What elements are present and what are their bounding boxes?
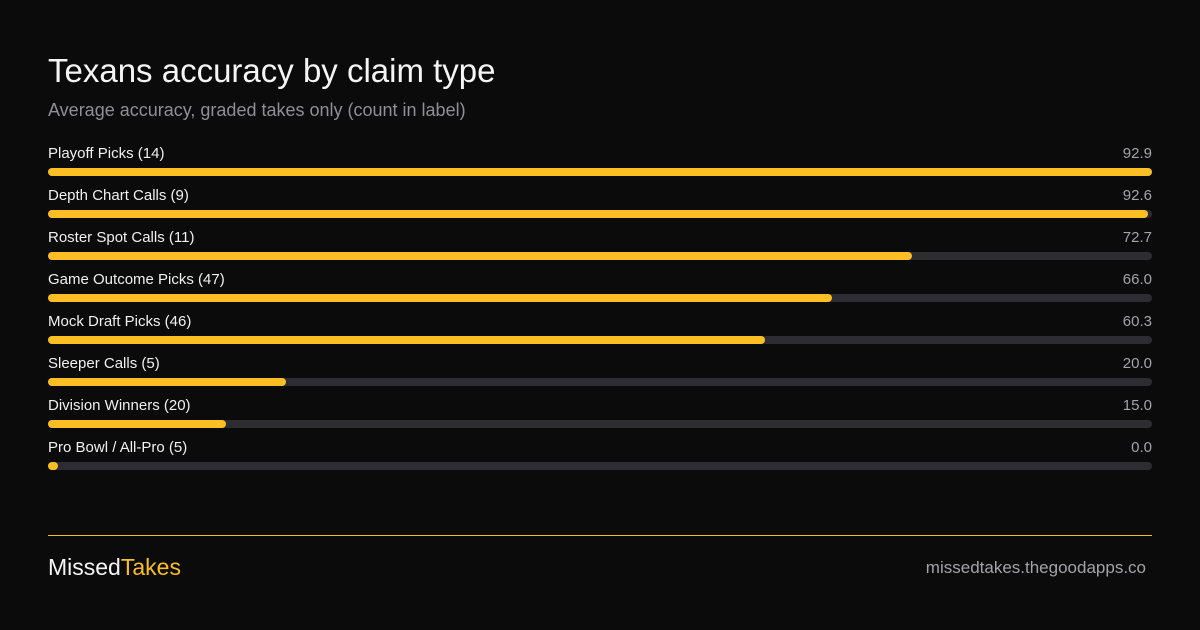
bar-label: Playoff Picks (14) bbox=[48, 145, 165, 162]
bar-row: Mock Draft Picks (46) 60.3 bbox=[48, 310, 1152, 352]
bar-value-label: 0.0 bbox=[1131, 439, 1152, 456]
bar-value-label: 72.7 bbox=[1122, 229, 1152, 246]
bar-label: Pro Bowl / All-Pro (5) bbox=[48, 439, 188, 456]
bar bbox=[48, 252, 912, 260]
bar-chart: Playoff Picks (14) 92.9 Depth Chart Calls … bbox=[48, 142, 1152, 478]
bar-value-label: 92.9 bbox=[1122, 145, 1152, 162]
bar-track bbox=[48, 210, 1152, 218]
bar bbox=[48, 294, 833, 302]
bar bbox=[48, 378, 286, 386]
bar-label: Roster Spot Calls (11) bbox=[48, 229, 195, 246]
bar-track bbox=[48, 336, 1152, 344]
bar-track bbox=[48, 462, 1152, 470]
chart-title: Texans accuracy by claim type bbox=[48, 52, 496, 89]
bar-label: Game Outcome Picks (47) bbox=[48, 271, 225, 288]
bar-label: Division Winners (20) bbox=[48, 397, 191, 414]
bar bbox=[48, 210, 1149, 218]
bar-track bbox=[48, 420, 1152, 428]
site-url: missedtakes.thegoodapps.co bbox=[925, 558, 1146, 577]
bar-label: Depth Chart Calls (9) bbox=[48, 187, 189, 204]
bar-label: Mock Draft Picks (46) bbox=[48, 313, 192, 330]
bar-label: Sleeper Calls (5) bbox=[48, 355, 160, 372]
bar-row: Depth Chart Calls (9) 92.6 bbox=[48, 184, 1152, 226]
bar-value-label: 66.0 bbox=[1122, 271, 1152, 288]
bar-value-label: 92.6 bbox=[1122, 187, 1152, 204]
bar-value-label: 15.0 bbox=[1122, 397, 1152, 414]
bar bbox=[48, 420, 227, 428]
chart-subtitle: Average accuracy, graded takes only (cou… bbox=[48, 100, 466, 120]
bar bbox=[48, 336, 765, 344]
bar-row: Playoff Picks (14) 92.9 bbox=[48, 142, 1152, 184]
bar-track bbox=[48, 168, 1152, 176]
bar-row: Division Winners (20) 15.0 bbox=[48, 394, 1152, 436]
bar-row: Pro Bowl / All-Pro (5) 0.0 bbox=[48, 436, 1152, 478]
bar-row: Roster Spot Calls (11) 72.7 bbox=[48, 226, 1152, 268]
bar-track bbox=[48, 252, 1152, 260]
brand-logo-part1: Missed bbox=[48, 554, 121, 580]
brand-logo-part2: Takes bbox=[120, 554, 181, 580]
bar-track bbox=[48, 378, 1152, 386]
bar-track bbox=[48, 294, 1152, 302]
bar-row: Game Outcome Picks (47) 66.0 bbox=[48, 268, 1152, 310]
bar bbox=[48, 168, 1152, 176]
brand-logo: MissedTakes bbox=[48, 553, 181, 581]
footer-divider bbox=[48, 535, 1152, 536]
bar-value-label: 60.3 bbox=[1122, 313, 1152, 330]
bar bbox=[48, 462, 58, 470]
bar-value-label: 20.0 bbox=[1122, 355, 1152, 372]
bar-row: Sleeper Calls (5) 20.0 bbox=[48, 352, 1152, 394]
